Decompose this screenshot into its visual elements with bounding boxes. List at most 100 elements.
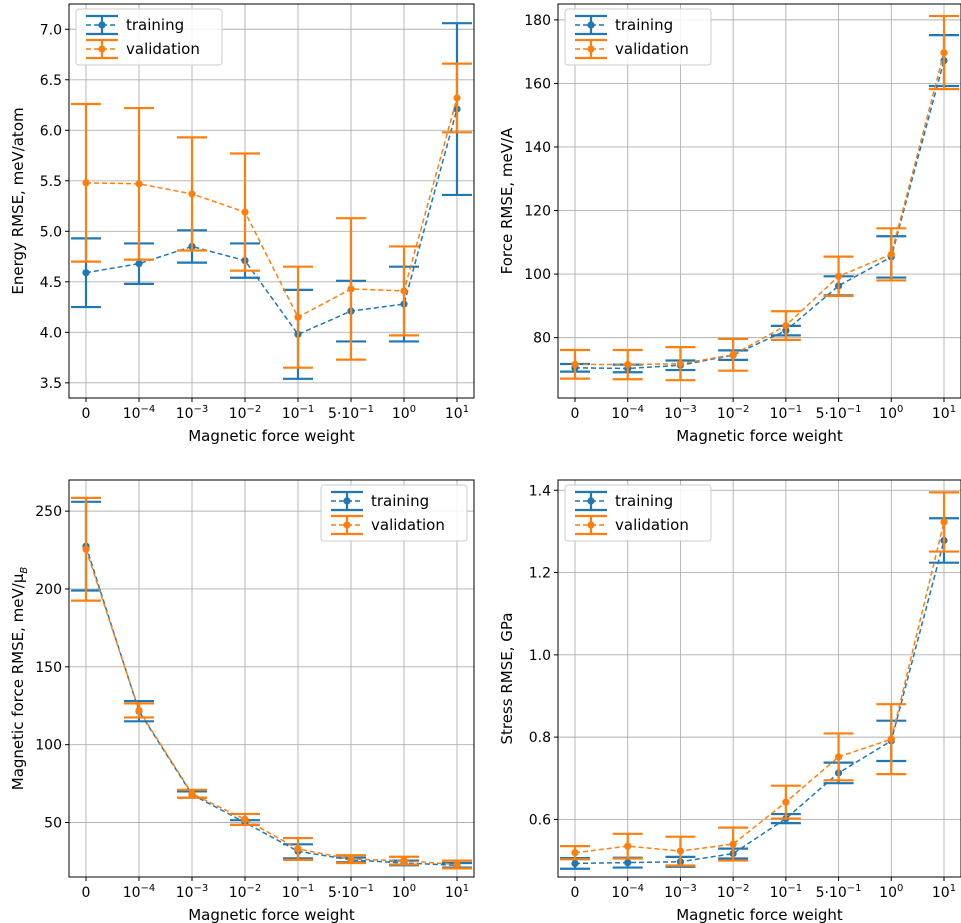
x-tick-label: 10−1	[770, 883, 803, 901]
legend-marker-training	[575, 490, 607, 512]
x-tick-label: 10−1	[770, 404, 803, 422]
data-point	[624, 859, 632, 867]
legend-label-validation: validation	[126, 40, 200, 58]
x-tick-label: 5·10−1	[328, 404, 374, 422]
series-line	[574, 521, 945, 854]
data-point	[940, 49, 948, 57]
series-training	[71, 22, 472, 380]
data-point	[782, 798, 790, 806]
legend-marker-validation	[575, 38, 607, 60]
x-tick-label: 10−4	[123, 404, 156, 422]
x-tick-label: 10−3	[664, 883, 697, 901]
data-point	[887, 250, 895, 258]
x-tick-label: 100	[879, 883, 903, 901]
legend: training validation	[75, 8, 223, 66]
x-axis-label: Magnetic force weight	[188, 427, 355, 445]
data-point	[82, 545, 90, 553]
legend-marker-training	[331, 490, 363, 512]
x-tick-label: 10−2	[229, 883, 262, 901]
data-point	[135, 180, 143, 188]
legend: training validation	[564, 484, 712, 542]
y-tick-label: 150	[35, 660, 62, 676]
y-tick-label: 250	[35, 504, 62, 520]
x-tick-label: 5·10−1	[328, 883, 374, 901]
x-tick-label: 10−1	[282, 883, 315, 901]
subplot-3: 0 10−4 10−3 10−2 10−1 5·10−1 100 101 50 100 150 200…	[9, 479, 475, 923]
series-line	[85, 549, 458, 866]
legend-label-training: training	[615, 16, 673, 34]
x-tick-label: 0	[571, 406, 580, 422]
x-axis-label: Magnetic force weight	[676, 427, 843, 445]
x-tick-label: 100	[392, 883, 416, 901]
x-tick-label: 5·10−1	[816, 404, 862, 422]
data-point	[135, 260, 143, 268]
data-point	[940, 518, 948, 526]
data-point	[834, 753, 843, 761]
data-point	[571, 360, 579, 368]
x-tick-label: 10−2	[229, 404, 262, 422]
data-point	[729, 840, 737, 848]
data-point	[347, 855, 355, 863]
x-tick-label: 101	[932, 404, 956, 422]
y-tick-label: 5.5	[40, 174, 62, 190]
x-tick-label: 10−2	[717, 883, 750, 901]
data-point	[676, 360, 685, 368]
x-tick-label: 101	[445, 883, 469, 901]
subplot-1: 0 10−4 10−3 10−2 10−1 5·10−1 100 101 3.5 4.0 4.5 5.…	[9, 3, 475, 445]
legend-marker-validation	[575, 514, 607, 536]
grid	[69, 4, 474, 398]
data-point	[624, 361, 632, 369]
x-tick-label: 10−2	[717, 404, 750, 422]
x-tick-label: 0	[82, 406, 91, 422]
x-tick-label: 10−3	[664, 404, 697, 422]
x-tick-label: 100	[392, 404, 416, 422]
x-axis-label: Magnetic force weight	[188, 906, 355, 923]
legend: training validation	[320, 484, 468, 542]
y-tick-label: 1.2	[529, 566, 551, 582]
series-line	[574, 52, 945, 366]
data-point	[676, 847, 685, 855]
data-point	[82, 269, 90, 277]
y-tick-label: 160	[524, 76, 551, 92]
x-tick-label: 0	[571, 885, 580, 901]
legend-label-training: training	[126, 16, 184, 34]
data-point	[453, 860, 461, 869]
y-axis-label: Magnetic force RMSE, meV/μB	[9, 567, 30, 791]
x-tick-label: 10−1	[282, 404, 315, 422]
y-axis-label: Force RMSE, meV/A	[498, 127, 516, 274]
series-line	[85, 545, 458, 867]
data-point	[453, 94, 461, 102]
y-tick-label: 1.0	[529, 648, 551, 664]
data-point	[82, 179, 90, 187]
x-tick-label: 10−4	[123, 883, 156, 901]
data-point	[294, 845, 302, 853]
grid	[69, 480, 474, 877]
x-tick-label: 101	[932, 883, 956, 901]
legend-label-validation: validation	[615, 516, 689, 534]
data-point	[887, 735, 895, 743]
axes-frame	[557, 3, 961, 399]
x-tick-label: 0	[82, 885, 91, 901]
data-point	[347, 285, 355, 293]
series-line	[85, 97, 458, 319]
y-tick-label: 100	[35, 738, 62, 754]
y-tick-label: 180	[524, 13, 551, 29]
subplot-2: 0 10−4 10−3 10−2 10−1 5·10−1 100 101 80 100 120 140…	[498, 3, 961, 445]
series-training	[71, 500, 472, 869]
series-line	[85, 108, 458, 336]
data-point	[400, 287, 408, 295]
x-tick-label: 10−4	[611, 404, 644, 422]
x-tick-label: 5·10−1	[816, 883, 862, 901]
series-line	[574, 540, 945, 865]
legend-marker-training	[575, 14, 607, 36]
y-tick-label: 0.6	[529, 812, 551, 828]
y-tick-label: 80	[533, 331, 551, 347]
series-validation	[71, 62, 472, 369]
axes-frame	[68, 479, 475, 878]
x-axis-label: Magnetic force weight	[676, 906, 843, 923]
y-tick-label: 0.8	[529, 730, 551, 746]
series-validation	[560, 491, 959, 867]
y-tick-label: 3.5	[40, 376, 62, 392]
data-point	[571, 849, 579, 857]
legend-label-training: training	[615, 492, 673, 510]
